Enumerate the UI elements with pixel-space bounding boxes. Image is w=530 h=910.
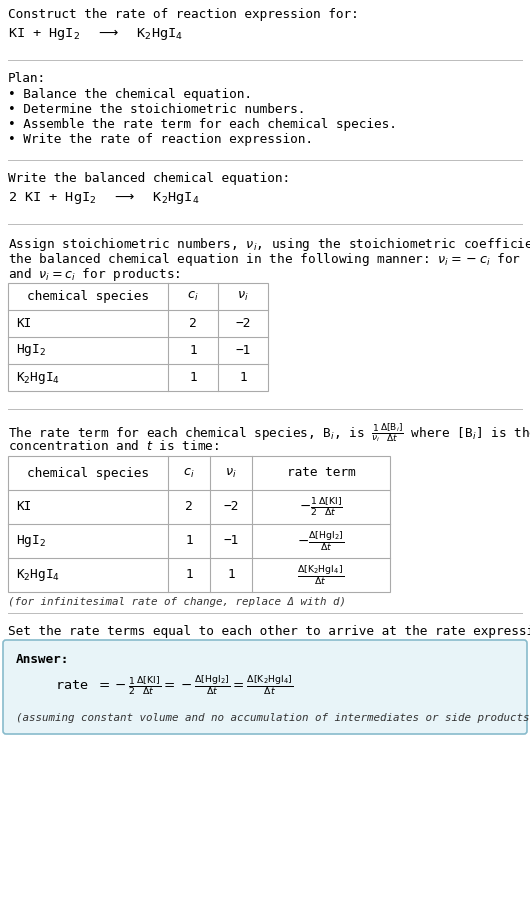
- Text: KI: KI: [16, 317, 31, 330]
- Text: 1: 1: [185, 569, 193, 581]
- Text: Assign stoichiometric numbers, $\nu_i$, using the stoichiometric coefficients, $: Assign stoichiometric numbers, $\nu_i$, …: [8, 236, 530, 253]
- Text: 2: 2: [185, 501, 193, 513]
- Bar: [8, 456, 390, 592]
- FancyBboxPatch shape: [3, 640, 527, 734]
- Text: KI + HgI$_2$  $\longrightarrow$  K$_2$HgI$_4$: KI + HgI$_2$ $\longrightarrow$ K$_2$HgI$…: [8, 26, 183, 42]
- Text: −1: −1: [223, 534, 238, 548]
- Text: • Write the rate of reaction expression.: • Write the rate of reaction expression.: [8, 133, 313, 146]
- Text: chemical species: chemical species: [27, 467, 149, 480]
- Text: and $\nu_i = c_i$ for products:: and $\nu_i = c_i$ for products:: [8, 266, 181, 283]
- Text: $c_i$: $c_i$: [187, 290, 199, 303]
- Text: $-\frac{1}{2}\frac{\Delta[\mathrm{KI}]}{\Delta t}$: $-\frac{1}{2}\frac{\Delta[\mathrm{KI}]}{…: [299, 496, 343, 518]
- Text: chemical species: chemical species: [27, 290, 149, 303]
- Text: • Determine the stoichiometric numbers.: • Determine the stoichiometric numbers.: [8, 103, 305, 116]
- Text: $\frac{\Delta[\mathrm{K}_2\mathrm{HgI}_4]}{\Delta t}$: $\frac{\Delta[\mathrm{K}_2\mathrm{HgI}_4…: [297, 563, 344, 587]
- Text: $\nu_i$: $\nu_i$: [225, 467, 237, 480]
- Text: 1: 1: [185, 534, 193, 548]
- Text: −2: −2: [235, 317, 251, 330]
- Text: K$_2$HgI$_4$: K$_2$HgI$_4$: [16, 567, 60, 583]
- Text: the balanced chemical equation in the following manner: $\nu_i = -c_i$ for react: the balanced chemical equation in the fo…: [8, 251, 530, 268]
- Text: concentration and $t$ is time:: concentration and $t$ is time:: [8, 439, 219, 453]
- Text: K$_2$HgI$_4$: K$_2$HgI$_4$: [16, 369, 60, 386]
- Text: Plan:: Plan:: [8, 72, 46, 85]
- Text: 1: 1: [227, 569, 235, 581]
- Text: Write the balanced chemical equation:: Write the balanced chemical equation:: [8, 172, 290, 185]
- Text: Answer:: Answer:: [16, 653, 69, 666]
- Text: $\nu_i$: $\nu_i$: [237, 290, 249, 303]
- Text: (for infinitesimal rate of change, replace Δ with d): (for infinitesimal rate of change, repla…: [8, 597, 346, 607]
- Text: 2: 2: [189, 317, 197, 330]
- Text: 1: 1: [189, 344, 197, 357]
- Text: Set the rate terms equal to each other to arrive at the rate expression:: Set the rate terms equal to each other t…: [8, 625, 530, 638]
- Text: rate $= -\frac{1}{2}\frac{\Delta[\mathrm{KI}]}{\Delta t} = -\frac{\Delta[\mathrm: rate $= -\frac{1}{2}\frac{\Delta[\mathrm…: [55, 673, 294, 697]
- Text: HgI$_2$: HgI$_2$: [16, 342, 46, 359]
- Text: HgI$_2$: HgI$_2$: [16, 533, 46, 549]
- Text: 1: 1: [189, 371, 197, 384]
- Text: −1: −1: [235, 344, 251, 357]
- Text: $-\frac{\Delta[\mathrm{HgI}_2]}{\Delta t}$: $-\frac{\Delta[\mathrm{HgI}_2]}{\Delta t…: [297, 530, 345, 552]
- Text: Construct the rate of reaction expression for:: Construct the rate of reaction expressio…: [8, 8, 359, 21]
- Bar: [8, 283, 268, 391]
- Text: The rate term for each chemical species, B$_i$, is $\frac{1}{\nu_i}\frac{\Delta[: The rate term for each chemical species,…: [8, 421, 530, 444]
- Text: $c_i$: $c_i$: [183, 467, 195, 480]
- Text: 2 KI + HgI$_2$  $\longrightarrow$  K$_2$HgI$_4$: 2 KI + HgI$_2$ $\longrightarrow$ K$_2$Hg…: [8, 190, 199, 206]
- Text: • Balance the chemical equation.: • Balance the chemical equation.: [8, 88, 252, 101]
- Text: rate term: rate term: [287, 467, 355, 480]
- Text: • Assemble the rate term for each chemical species.: • Assemble the rate term for each chemic…: [8, 118, 397, 131]
- Text: KI: KI: [16, 501, 31, 513]
- Text: (assuming constant volume and no accumulation of intermediates or side products): (assuming constant volume and no accumul…: [16, 713, 530, 723]
- Text: 1: 1: [239, 371, 247, 384]
- Text: −2: −2: [223, 501, 238, 513]
